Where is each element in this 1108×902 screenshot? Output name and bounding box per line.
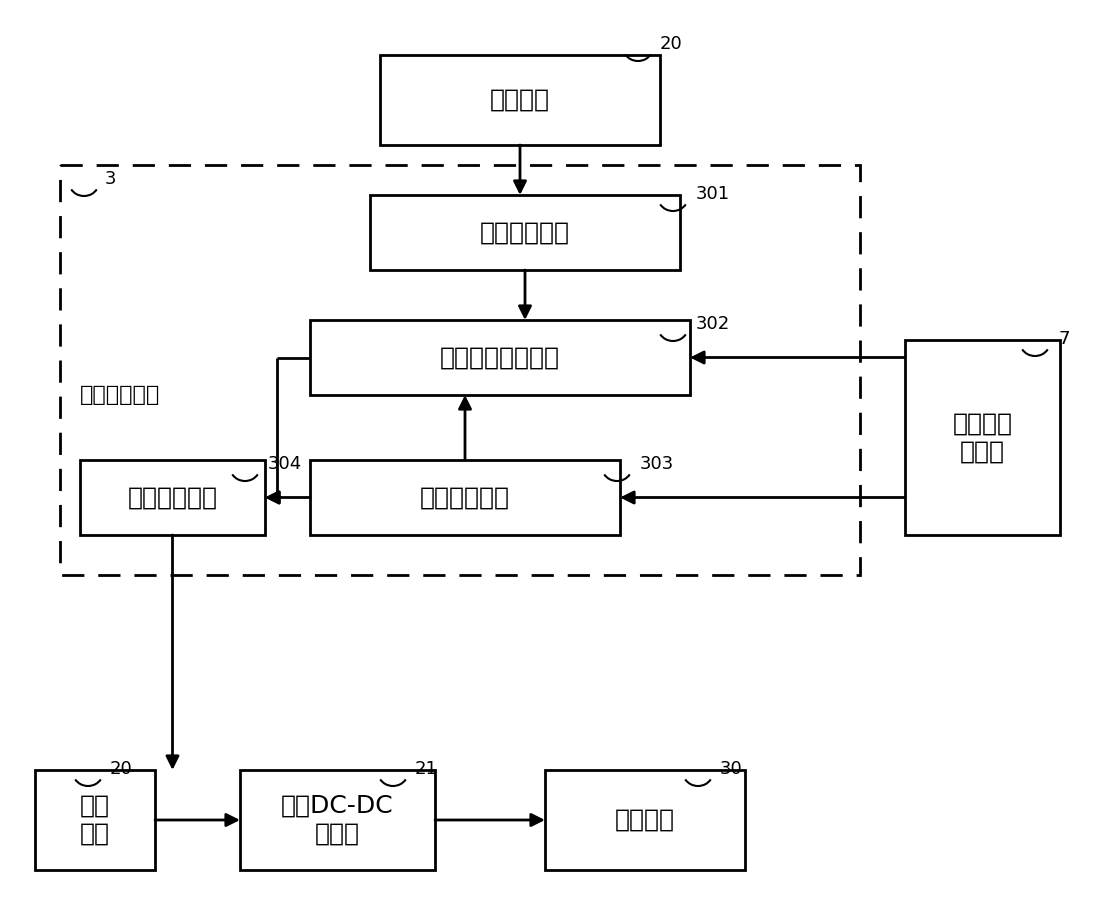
Text: 3: 3 — [105, 170, 116, 188]
Text: 动力电源
管理器: 动力电源 管理器 — [953, 411, 1013, 464]
Text: 充电逻辑单元: 充电逻辑单元 — [127, 485, 217, 510]
Text: 304: 304 — [268, 455, 302, 473]
Text: 充电控制模块: 充电控制模块 — [80, 385, 161, 405]
Text: 动力电池: 动力电池 — [615, 808, 675, 832]
Text: 21: 21 — [416, 760, 438, 778]
Text: 303: 303 — [640, 455, 675, 473]
Text: 第二DC-DC
转换器: 第二DC-DC 转换器 — [281, 794, 393, 846]
Bar — [35, 770, 155, 870]
Bar — [310, 460, 620, 535]
Text: 电量监控单元: 电量监控单元 — [480, 220, 570, 244]
Text: 302: 302 — [696, 315, 730, 333]
Text: 数据接收单元: 数据接收单元 — [420, 485, 510, 510]
Text: 20: 20 — [110, 760, 133, 778]
Bar — [905, 340, 1060, 535]
Text: 30: 30 — [720, 760, 742, 778]
Bar — [545, 770, 745, 870]
Bar — [310, 320, 690, 395]
Bar — [60, 165, 860, 575]
Text: 7: 7 — [1058, 330, 1069, 348]
Text: 20: 20 — [660, 35, 683, 53]
Bar — [80, 460, 265, 535]
Text: 301: 301 — [696, 185, 730, 203]
Text: 缓冲
电池: 缓冲 电池 — [80, 794, 110, 846]
Bar — [370, 195, 680, 270]
Text: 高压充电确定单元: 高压充电确定单元 — [440, 345, 560, 370]
Text: 缓冲电池: 缓冲电池 — [490, 88, 550, 112]
Bar — [380, 55, 660, 145]
Bar — [240, 770, 435, 870]
